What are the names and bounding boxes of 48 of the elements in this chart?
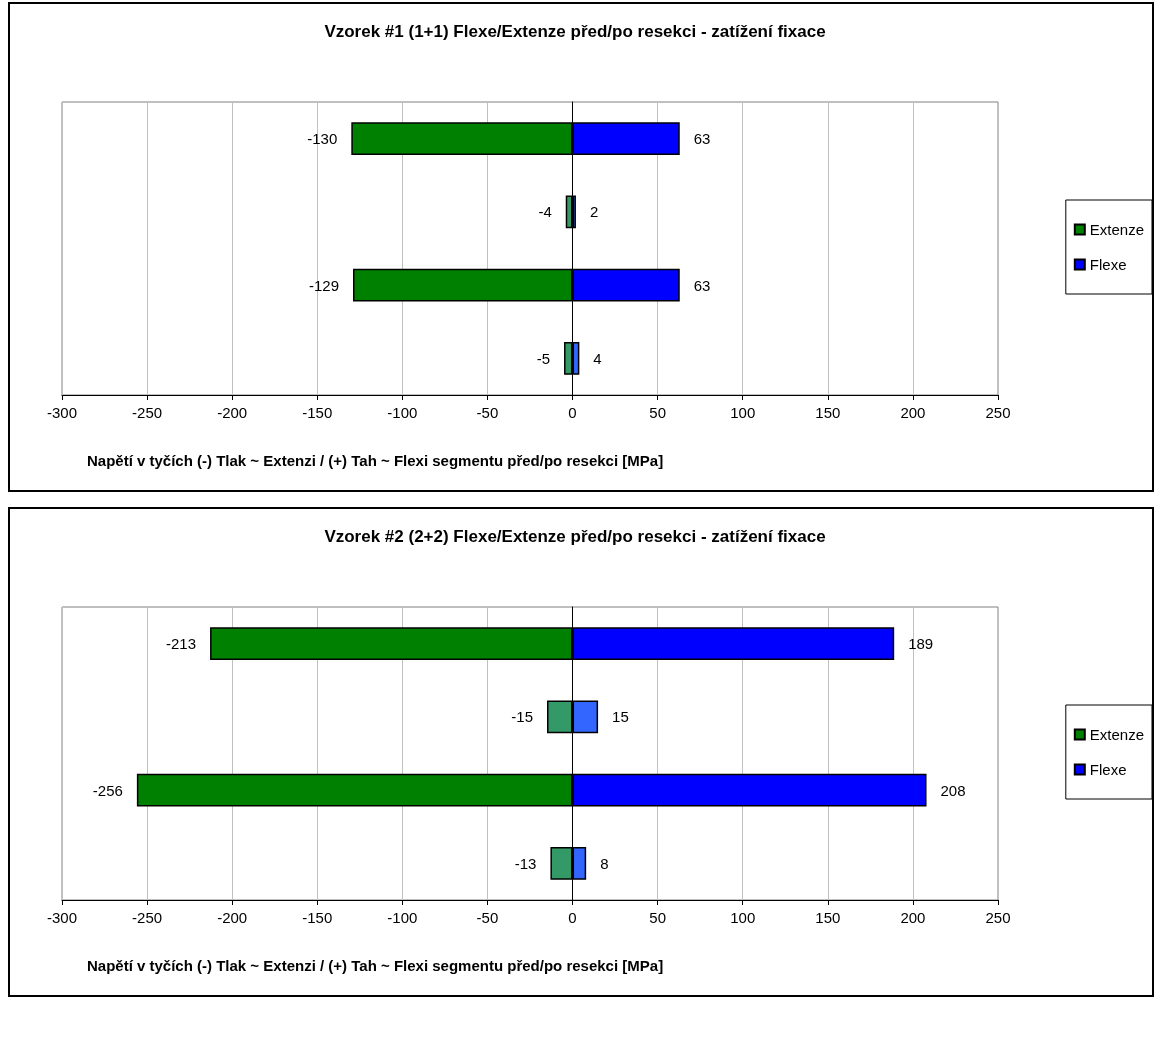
x-tick-label: 0 [568, 404, 577, 421]
data-label: 8 [600, 854, 609, 872]
legend-label: Flexe [1089, 761, 1127, 778]
x-tick-label: 150 [815, 909, 841, 926]
x-tick-label: 150 [815, 404, 841, 421]
chart-title: Vzorek #1 (1+1) Flexe/Extenze před/po resekci - zatížení fixace [324, 22, 826, 41]
x-tick-label: -100 [387, 909, 418, 926]
x-tick-label: 50 [649, 404, 666, 421]
x-tick-label: 0 [568, 909, 577, 926]
data-label: 63 [693, 130, 711, 148]
x-tick-label: 200 [900, 909, 926, 926]
x-tick-label: 100 [730, 404, 756, 421]
x-tick-label: -150 [302, 404, 333, 421]
x-tick-label: -250 [132, 909, 163, 926]
data-label: -129 [308, 276, 340, 294]
legend-label: Flexe [1089, 256, 1127, 273]
data-label: 4 [593, 349, 602, 367]
data-label: 189 [908, 635, 934, 653]
x-axis-title: Napětí v tyčích (-) Tlak ~ Extenzi / (+) Tah ~ Flexi segmentu před/po resekci [MPa] [87, 452, 664, 469]
legend-label: Extenze [1089, 221, 1144, 238]
x-tick-label: -50 [476, 404, 499, 421]
data-label: 2 [589, 203, 599, 221]
x-tick-label: -300 [46, 909, 78, 926]
x-tick-label: 200 [900, 404, 926, 421]
x-axis-title: Napětí v tyčích (-) Tlak ~ Extenzi / (+) Tah ~ Flexi segmentu před/po resekci [MPa] [87, 957, 664, 974]
x-tick-label: -150 [302, 909, 333, 926]
data-label: -4 [538, 203, 552, 221]
x-tick-label: -250 [132, 404, 163, 421]
data-label: -5 [536, 349, 551, 367]
x-tick-label: -200 [217, 909, 248, 926]
data-label: 208 [940, 781, 966, 799]
data-label: -15 [511, 708, 534, 726]
x-tick-label: 50 [649, 909, 666, 926]
x-tick-label: 250 [985, 909, 1011, 926]
x-tick-label: -50 [476, 909, 499, 926]
x-tick-label: 250 [985, 404, 1011, 421]
data-label: -256 [92, 781, 123, 799]
x-tick-label: -100 [387, 404, 418, 421]
data-label: 15 [612, 708, 629, 726]
data-label: -13 [514, 854, 537, 872]
x-tick-label: -300 [46, 404, 78, 421]
data-label: -130 [307, 130, 338, 148]
data-label: -213 [166, 635, 197, 653]
chart-title: Vzorek #2 (2+2) Flexe/Extenze před/po resekci - zatížení fixace [324, 527, 826, 546]
x-tick-label: 100 [730, 909, 756, 926]
legend-label: Extenze [1089, 726, 1144, 743]
x-tick-label: -200 [217, 404, 248, 421]
data-label: 63 [693, 276, 711, 294]
